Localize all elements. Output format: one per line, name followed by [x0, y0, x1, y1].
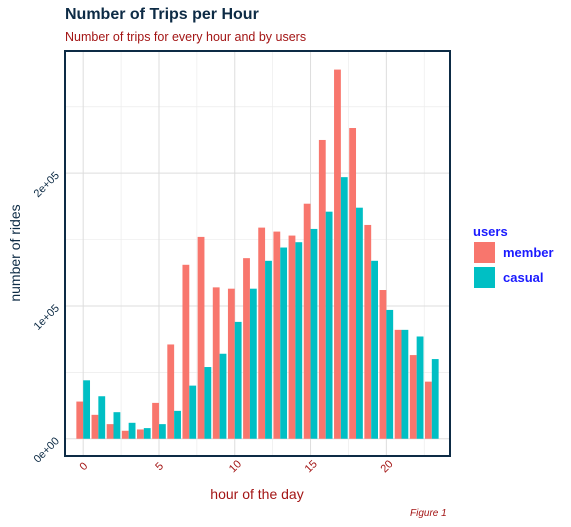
bar-member-1 — [91, 414, 99, 439]
bar-member-0 — [76, 401, 84, 439]
legend-label-casual: casual — [503, 270, 543, 285]
bar-member-9 — [212, 287, 220, 439]
chart-title: Number of Trips per Hour — [65, 6, 259, 23]
x-tick-label: 10 — [227, 458, 244, 475]
bar-casual-0 — [83, 380, 91, 439]
bar-casual-4 — [143, 428, 151, 439]
bar-casual-7 — [189, 385, 197, 439]
bar-casual-1 — [98, 396, 106, 439]
bar-casual-14 — [295, 242, 303, 439]
bar-member-19 — [364, 224, 372, 439]
bar-member-21 — [394, 329, 402, 439]
bar-member-12 — [258, 227, 266, 439]
x-axis-ticks: 0 5 10 15 20 — [77, 458, 395, 475]
bar-casual-17 — [340, 177, 348, 439]
x-tick-label: 0 — [77, 460, 90, 473]
bar-casual-11 — [249, 288, 257, 439]
bar-casual-20 — [386, 309, 394, 439]
y-axis-title: number of rides — [7, 204, 23, 301]
y-tick-label: 0e+00 — [32, 435, 62, 465]
bar-member-15 — [303, 203, 311, 439]
bar-casual-8 — [204, 367, 212, 439]
bar-member-8 — [197, 236, 205, 439]
bar-casual-13 — [280, 247, 288, 439]
bar-casual-21 — [401, 329, 409, 439]
chart-subtitle: Number of trips for every hour and by us… — [65, 30, 307, 44]
bar-casual-18 — [356, 207, 363, 439]
bar-member-22 — [409, 355, 417, 439]
bar-member-5 — [152, 402, 159, 439]
bar-member-4 — [136, 429, 144, 439]
bar-member-2 — [106, 424, 114, 439]
bar-member-18 — [349, 128, 357, 439]
chart-caption: Figure 1 — [410, 508, 447, 519]
legend-swatch-member — [474, 242, 495, 263]
bar-member-6 — [167, 344, 175, 439]
bar-casual-2 — [113, 412, 121, 439]
x-axis-title: hour of the day — [210, 486, 303, 502]
bar-casual-5 — [158, 424, 166, 439]
bar-member-10 — [227, 288, 235, 439]
x-tick-label: 5 — [153, 460, 166, 473]
legend-swatch-casual — [474, 267, 495, 288]
bar-member-13 — [273, 231, 281, 439]
bar-casual-19 — [371, 260, 379, 439]
bar-casual-15 — [310, 228, 318, 439]
bar-member-11 — [243, 258, 250, 439]
legend-title: users — [473, 224, 508, 239]
x-tick-label: 15 — [303, 458, 320, 475]
legend-label-member: member — [503, 245, 554, 260]
bar-member-7 — [182, 264, 190, 439]
plot-border — [64, 50, 451, 457]
bar-casual-23 — [431, 359, 439, 439]
y-axis-ticks: 0e+00 1e+05 2e+05 — [32, 170, 62, 466]
y-tick-label: 1e+05 — [32, 302, 62, 332]
bar-casual-9 — [219, 353, 227, 439]
bar-member-17 — [334, 69, 341, 439]
bar-casual-10 — [234, 321, 242, 439]
bar-member-16 — [318, 139, 326, 439]
bar-casual-3 — [128, 422, 136, 439]
bar-member-23 — [424, 381, 432, 439]
bars — [76, 69, 439, 439]
bar-casual-12 — [265, 260, 272, 439]
bar-casual-22 — [416, 336, 424, 439]
x-tick-label: 20 — [378, 458, 395, 475]
bar-member-3 — [121, 430, 129, 439]
bar-member-20 — [379, 290, 387, 439]
bar-casual-6 — [174, 410, 181, 439]
bar-member-14 — [288, 235, 296, 439]
legend: users member casual — [473, 224, 554, 288]
y-tick-label: 2e+05 — [32, 170, 62, 200]
bar-casual-16 — [325, 211, 333, 439]
